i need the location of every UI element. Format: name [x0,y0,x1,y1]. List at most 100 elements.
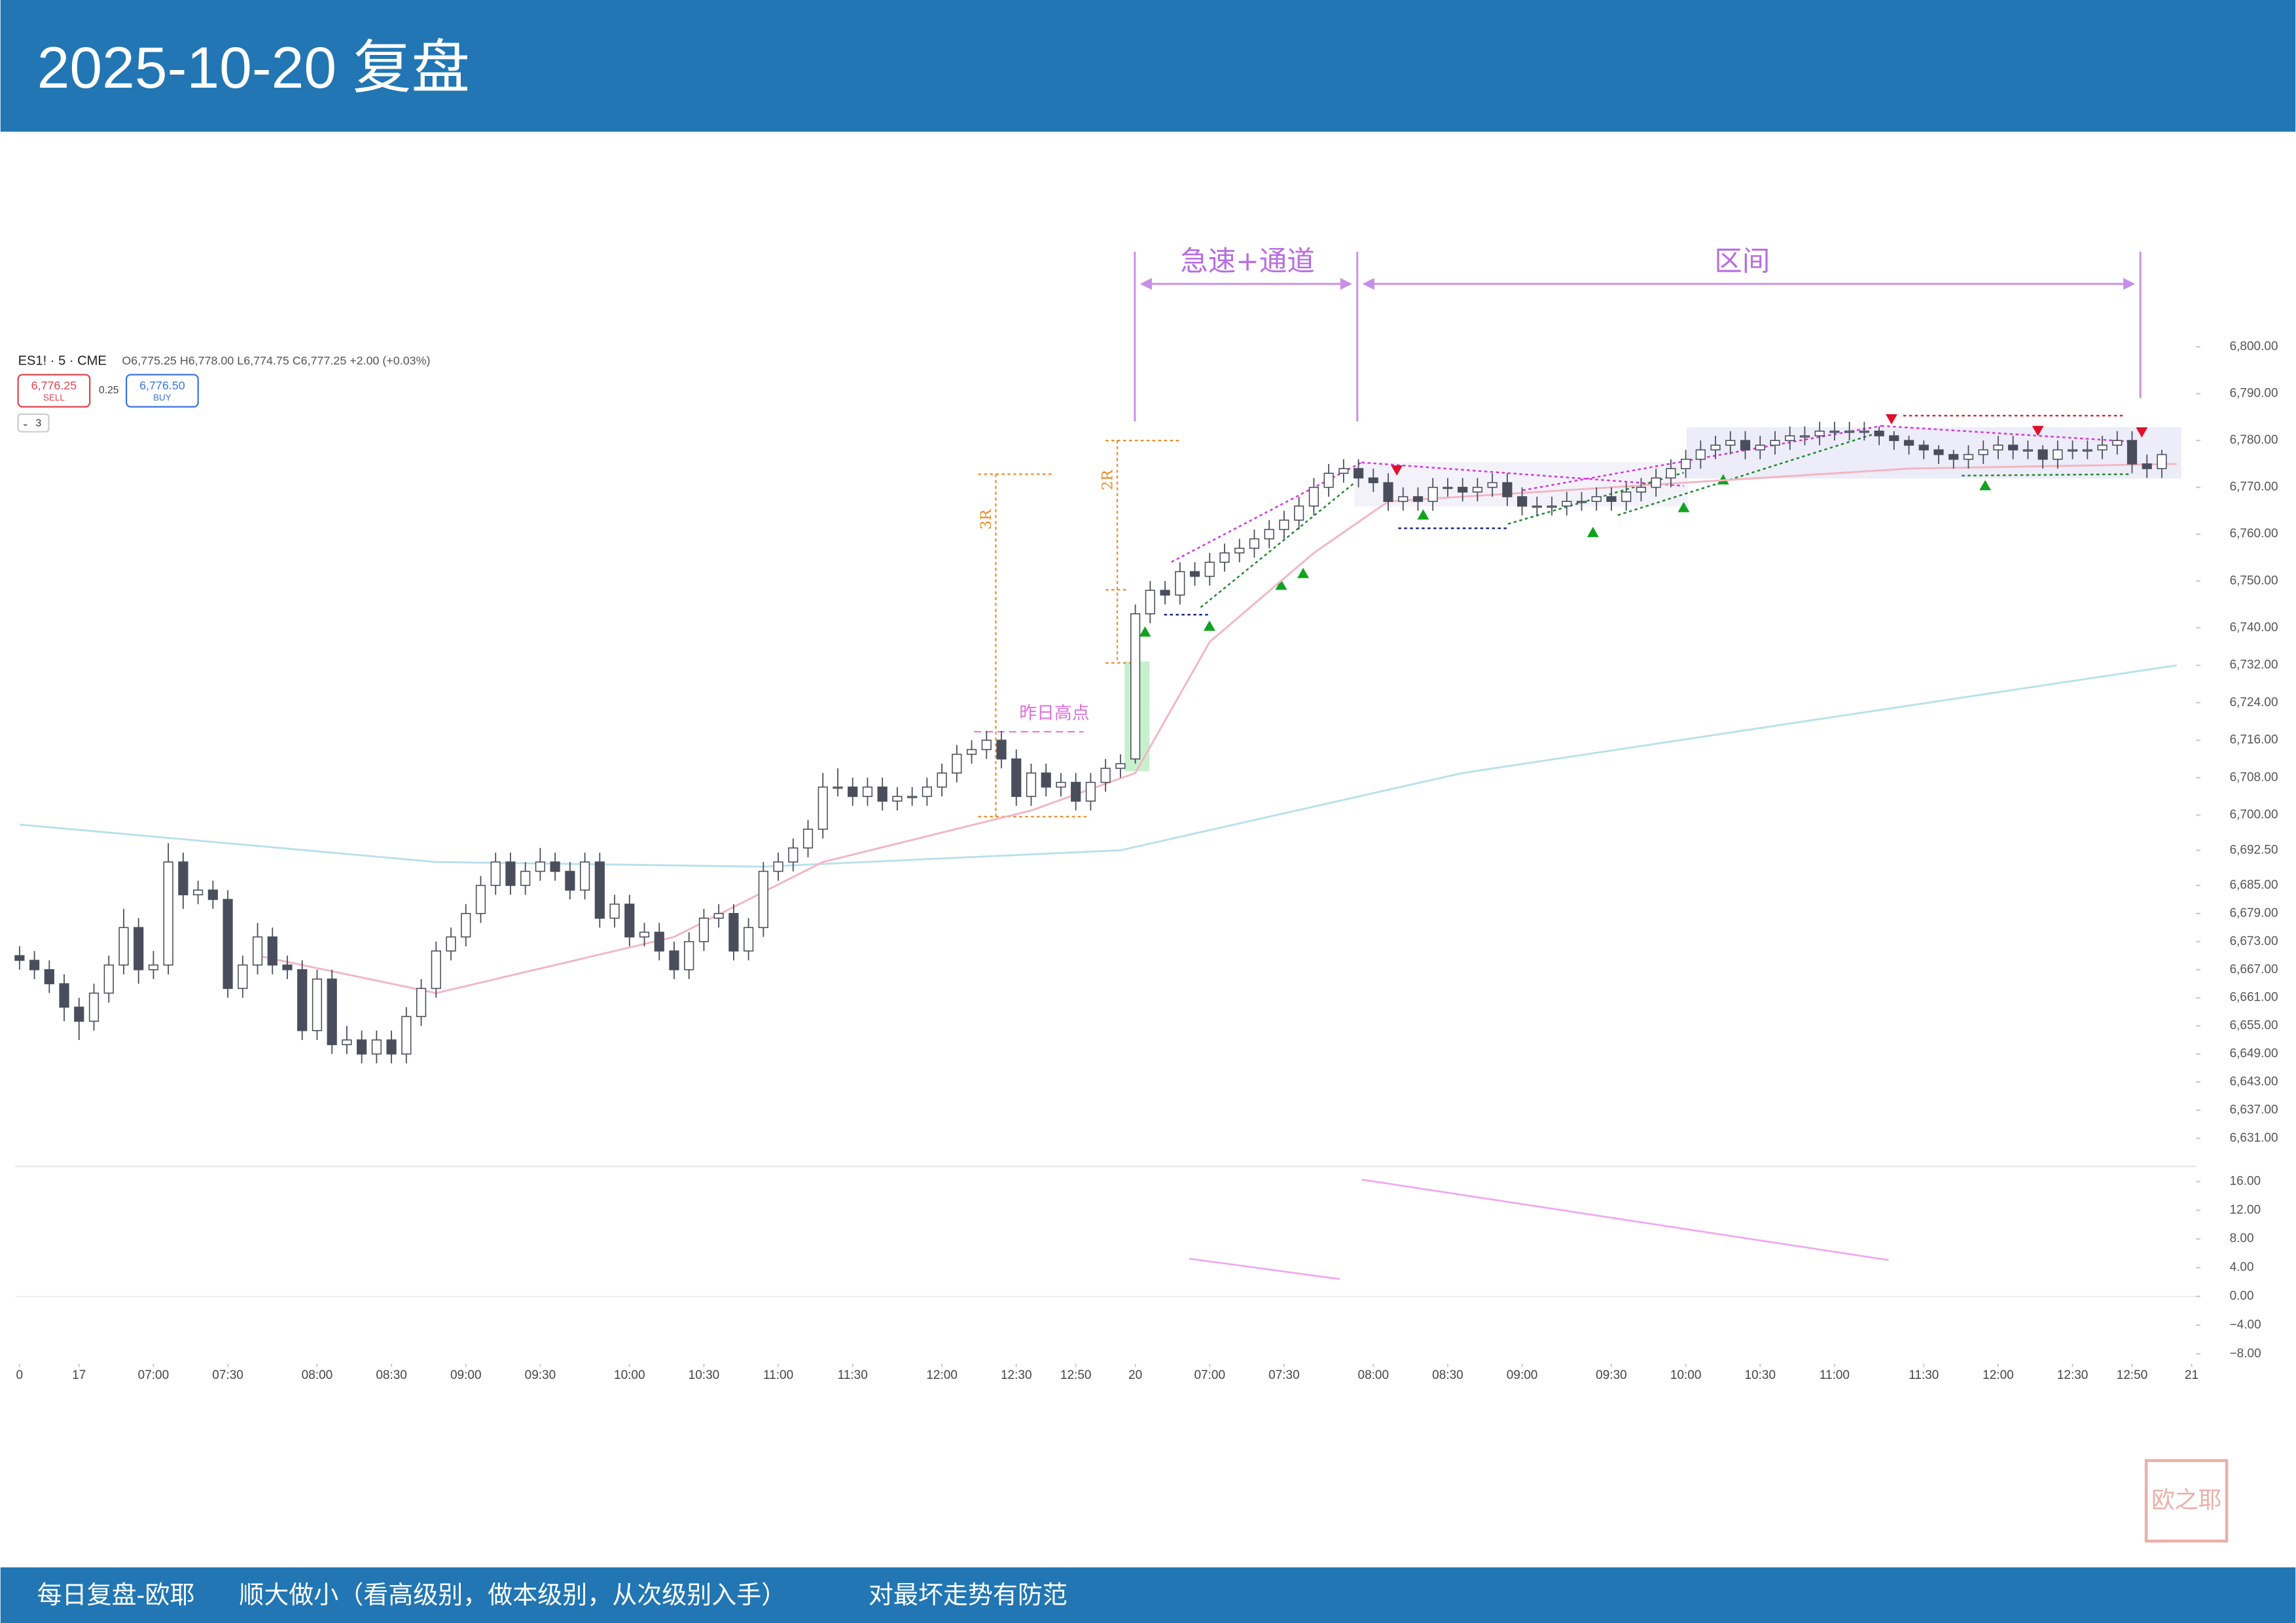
y-tick-label: 6,637.00 [2230,1103,2278,1116]
y-tick-label: 6,780.00 [2230,433,2278,447]
candle-body [2097,444,2108,451]
phase-brackets [1134,251,2142,422]
candle-body [966,749,977,755]
divergence-line [1361,1179,1889,1261]
candle-body [312,978,323,1031]
candle-body [327,978,337,1046]
indicator-toggle[interactable] [17,413,50,433]
x-tick-label: 20 [1128,1368,1142,1382]
candle-body [1993,444,2003,451]
candle-body [342,1039,352,1046]
candle-body [1458,486,1468,493]
x-tick-label: 21 [2185,1368,2198,1382]
x-tick-label: 0 [16,1368,24,1382]
candle-body [877,786,888,802]
y-tick-label: 6,724.00 [2230,696,2278,709]
candle-body [59,983,69,1008]
moving-average [19,664,2177,868]
trend-line [1361,461,1684,487]
candle-body [1978,449,1988,455]
candle-body [1443,486,1453,490]
candle-body [773,861,783,872]
candle-body [1189,571,1200,577]
candle-body [2112,440,2123,446]
candle-body [1547,505,1557,508]
candle-body [1829,431,1840,433]
candle-body [2157,454,2167,469]
x-tick-label: 08:00 [302,1368,333,1382]
y-tick-label: 6,655.00 [2230,1019,2278,1033]
x-tick-label: 10:00 [1670,1368,1702,1382]
risk-measure [978,439,1179,817]
macd-y-tick-label: 4.00 [2230,1260,2254,1274]
candle-body [1264,529,1274,540]
candle-body [594,861,605,919]
candle-body [922,786,932,797]
candle-body [892,796,903,802]
buy-button[interactable] [125,374,199,408]
sell-button[interactable] [17,374,91,408]
candle-body [1651,477,1661,488]
candle-body [1472,486,1483,493]
candle-body [2068,449,2078,452]
candle-body [1606,496,1617,502]
candle-body [1219,552,1230,563]
y-tick-label: 6,760.00 [2230,527,2278,541]
candle-body [1755,444,1765,451]
candle-body [654,931,664,952]
candle-body [1353,468,1364,479]
candle-body [1383,482,1393,502]
phase-label: 急速+通道 [1180,246,1314,278]
x-tick-label: 11:00 [1820,1368,1850,1382]
y-tick-label: 6,667.00 [2230,963,2278,976]
candle-body [134,927,144,971]
x-tick-label: 08:30 [1432,1368,1463,1382]
x-tick-label: 09:00 [1507,1368,1538,1382]
trend-line [1617,431,1882,516]
candle-body [728,913,739,952]
x-tick-label: 12:50 [1060,1368,1092,1382]
x-tick-label: 12:30 [1001,1368,1032,1382]
candle-body [565,870,575,891]
symbol-name: ES1! · 5 · CME [18,354,107,368]
price-plot: 6,800.00 6,790.00 6,780.00 6,770.00 6,760.00… [14,340,2278,1382]
y-tick-label: 6,732.00 [2230,658,2278,672]
candle-body [431,950,441,990]
candle-body [148,964,159,971]
sell-label: SELL [43,393,65,402]
candle-body [1562,501,1572,507]
stamp-frame [2144,1459,2229,1543]
candle-body [118,927,129,966]
candle-body [862,786,873,797]
stamp: 欧之耶 [2151,1487,2221,1513]
trend-line [1881,425,2138,443]
candle-body [520,870,531,886]
candle-body [907,796,918,798]
candle-body [1368,477,1378,484]
ohlc-legend: O6,775.25 H6,778.00 L6,774.75 C6,777.25 … [122,354,430,367]
trend-line [1200,482,1355,608]
candle-body [1160,590,1170,596]
candle-body [1591,496,1602,502]
y-tick-label: 6,700.00 [2230,808,2278,822]
x-tick-label: 12:30 [2057,1368,2089,1382]
macd-y-tick-label: −8.00 [2230,1347,2261,1361]
measure-label: 2R [1100,469,1117,490]
candle-body [1056,781,1066,788]
candle-body [1249,538,1260,549]
candle-body [1576,501,1587,503]
candle-body [1532,505,1542,508]
candle-body [1799,435,1810,438]
candle-body [2037,449,2048,460]
candle-body [2008,444,2018,451]
candle-body [357,1039,367,1055]
candle-body [223,899,233,990]
x-tick-label: 11:30 [1909,1368,1939,1382]
candle-body [1844,431,1855,433]
candle-body [1145,590,1155,615]
candle-body [1115,763,1126,769]
macd-y-tick-label: 0.00 [2230,1289,2254,1303]
footer-text: 顺大做小（看高级别，做本级别，从次级别入手） [239,1582,786,1609]
x-tick-label: 09:30 [525,1368,556,1382]
